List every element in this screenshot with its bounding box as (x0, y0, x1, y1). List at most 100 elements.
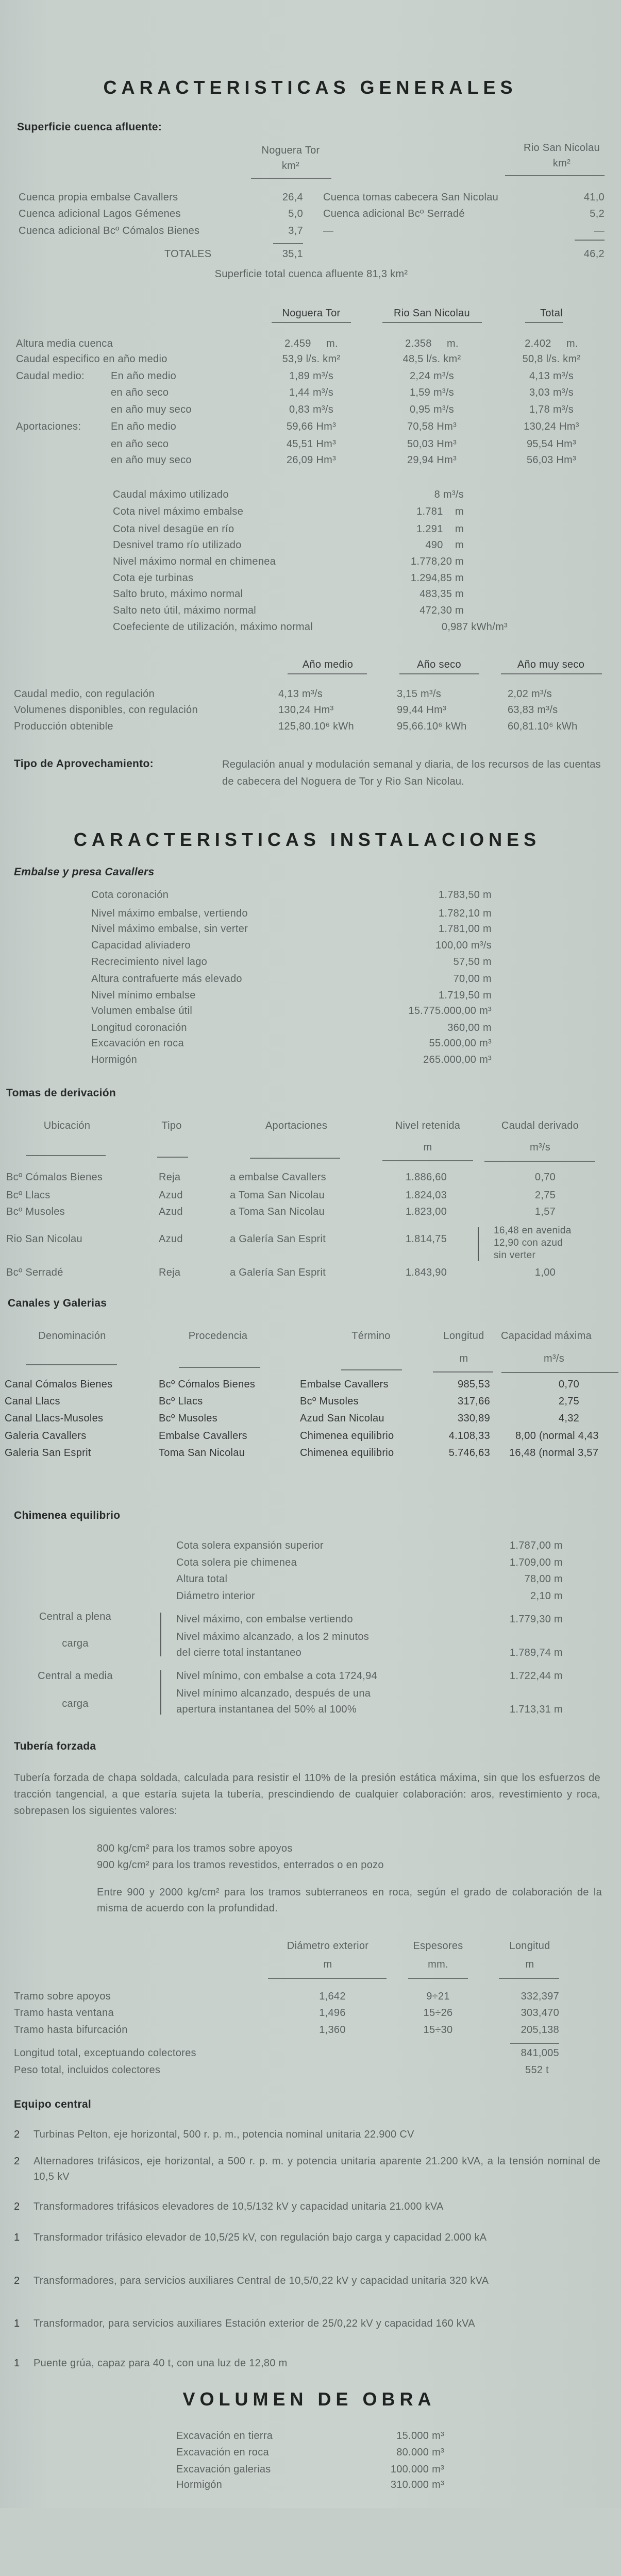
section-title-instalaciones: CARACTERISTICAS INSTALACIONES (73, 829, 541, 850)
tomas-header: Aportaciones (265, 1120, 328, 1131)
cuenca-total-right: 46,2 (583, 248, 605, 260)
volumen-item-value: 100.000 m³ (390, 2464, 444, 2475)
embalse-item-label: Volumen embalse útil (91, 1005, 193, 1016)
volumen-item-value: 80.000 m³ (396, 2447, 444, 2458)
canales-row-denominacion: Galeria Cavallers (5, 1430, 87, 1442)
canales-row-capacidad: 0,70 (558, 1379, 580, 1390)
rule-line (179, 1367, 260, 1368)
tomas-row-ubicacion: Bcº Cómalos Bienes (6, 1172, 103, 1183)
embalse-item-label: Excavación en roca (91, 1038, 184, 1049)
hydrology-value: 1,89 m³/s (289, 370, 334, 382)
canales-row-denominacion: Galeria San Esprit (5, 1447, 91, 1459)
hydrology-value: 70,58 Hm³ (407, 421, 457, 432)
hydrology-value: 59,66 Hm³ (286, 421, 337, 432)
section-title-generales: CARACTERISTICAS GENERALES (103, 77, 517, 98)
tuberia-total-length-label: Longitud total, exceptuando colectores (14, 2047, 196, 2059)
rule-line (501, 1372, 618, 1373)
chimenea-item-label: Diámetro interior (176, 1590, 255, 1602)
embalse-heading: Embalse y presa Cavallers (14, 866, 155, 878)
rule-line (399, 673, 479, 674)
hydrology-value: 130,24 Hm³ (524, 421, 579, 432)
tuberia-heading: Tubería forzada (14, 1740, 96, 1752)
tomas-row-aportaciones: a embalse Cavallers (230, 1172, 326, 1183)
canales-header: Término (351, 1330, 391, 1342)
canales-unit-longitud: m (459, 1353, 468, 1364)
cuenca-row-right-label: Cuenca adicional Bcº Serradé (323, 208, 465, 219)
equipo-item-text: Turbinas Pelton, eje horizontal, 500 r. … (33, 2129, 414, 2140)
volumen-item-label: Excavación en tierra (176, 2430, 273, 2442)
rule-line (251, 178, 331, 179)
canales-row-procedencia: Bcº Musoles (159, 1413, 217, 1424)
embalse-item-value: 57,50 m (453, 956, 492, 968)
canales-row-denominacion: Canal Llacs-Musoles (5, 1413, 104, 1424)
chimenea-media-item: Nivel mínimo, con embalse a cota 1724,94 (176, 1670, 377, 1682)
hydrology-header: Rio San Nicolau (394, 308, 470, 319)
tomas-row-aportaciones: a Galería San Esprit (230, 1267, 326, 1278)
canales-row-denominacion: Canal Cómalos Bienes (5, 1379, 113, 1390)
chimenea-media-label: carga (62, 1698, 89, 1709)
canales-header: Longitud (443, 1330, 484, 1342)
hydrology-row-sublabel: en año seco (111, 438, 169, 450)
regulation-value: 125,80.10⁶ kWh (278, 721, 354, 732)
cuenca-col-san-nicolau: Rio San Nicolau (524, 142, 600, 154)
tomas-header: Ubicación (43, 1120, 91, 1131)
embalse-item-label: Altura contrafuerte más elevado (91, 973, 242, 985)
tomas-header: Caudal derivado (501, 1120, 579, 1131)
tomas-row-aportaciones: a Galería San Esprit (230, 1233, 326, 1245)
tuberia-row-diametro: 1,642 (319, 1991, 346, 2002)
hydrology-value: 0,95 m³/s (409, 404, 455, 415)
tomas-row-aportaciones: a Toma San Nicolau (230, 1190, 325, 1201)
embalse-item-value: 15.775.000,00 m³ (408, 1005, 492, 1016)
cuenca-row-left-value: 26,4 (282, 192, 303, 203)
hydrology-value: 2.358 m. (405, 338, 459, 349)
equipo-item-text: Transformadores, para servicios auxiliar… (33, 2275, 489, 2286)
equipo-item-text: Puente grúa, capaz para 40 t, con una lu… (33, 2358, 288, 2369)
canales-row-denominacion: Canal Llacs (5, 1396, 60, 1407)
hydrology-value: 4,13 m³/s (529, 370, 574, 382)
equipo-heading: Equipo central (14, 2098, 92, 2110)
hydrology-row-label: Aportaciones: (16, 421, 81, 432)
tomas-row-caudal-line: sin verter (494, 1250, 536, 1261)
parameter-label: Coefeciente de utilización, máximo norma… (113, 621, 313, 633)
tomas-row-tipo: Azud (159, 1233, 183, 1245)
tomas-row-ubicacion: Bcº Musoles (6, 1206, 65, 1217)
tipo-aprovechamiento-text: Regulación anual y modulación semanal y … (222, 759, 601, 787)
hydrology-value: 50,8 l/s. km² (522, 353, 581, 365)
regulation-row-label: Caudal medio, con regulación (14, 688, 155, 700)
hydrology-value: 50,03 Hm³ (407, 438, 457, 450)
parameter-value: 1.781 m (416, 506, 464, 517)
tomas-row-caudal-line: 16,48 en avenida (494, 1225, 572, 1236)
hydrology-value: 48,5 l/s. km² (402, 353, 461, 365)
tomas-row-caudal: 1,57 (534, 1206, 556, 1217)
volumen-item-value: 310.000 m³ (390, 2479, 444, 2490)
hydrology-value: 53,9 l/s. km² (282, 353, 341, 365)
tomas-row-ubicacion: Bcº Serradé (6, 1267, 63, 1278)
canales-row-procedencia: Bcº Cómalos Bienes (159, 1379, 256, 1390)
hydrology-row-sublabel: en año seco (111, 387, 169, 398)
regulation-value: 63,83 m³/s (508, 704, 558, 716)
hydrology-value: 1,59 m³/s (409, 387, 455, 398)
embalse-item-value: 1.781,00 m (438, 923, 492, 935)
parameter-value: 483,35 m (419, 588, 464, 600)
parameter-value: 1.778,20 m (410, 556, 464, 567)
rule-line (26, 1364, 117, 1365)
hydrology-row-label: Altura media cuenca (16, 338, 113, 349)
parameter-value: 472,30 m (419, 605, 464, 616)
equipo-item-qty: 2 (14, 2201, 20, 2212)
canales-row-longitud: 985,53 (458, 1379, 490, 1390)
embalse-item-value: 1.782,10 m (438, 908, 492, 919)
hydrology-value: 0,83 m³/s (289, 404, 334, 415)
tuberia-row-espesor: 9÷21 (426, 1991, 450, 2002)
tomas-row-ubicacion: Rio San Nicolau (6, 1233, 82, 1245)
tuberia-row-espesor: 15÷26 (423, 2007, 453, 2019)
tomas-header: Tipo (161, 1120, 182, 1131)
rule-line (341, 1369, 402, 1370)
hydrology-value: 45,51 Hm³ (286, 438, 337, 450)
cuenca-total-note: Superficie total cuenca afluente 81,3 km… (214, 268, 408, 280)
parameter-label: Salto bruto, máximo normal (113, 588, 243, 600)
tuberia-limit: 800 kg/cm² para los tramos sobre apoyos (97, 1843, 293, 1854)
embalse-item-label: Capacidad aliviadero (91, 940, 191, 951)
tomas-row-caudal: 2,75 (534, 1190, 556, 1201)
tomas-row-ubicacion: Bcº Llacs (6, 1190, 51, 1201)
cuenca-row-right-value: 41,0 (583, 192, 605, 203)
